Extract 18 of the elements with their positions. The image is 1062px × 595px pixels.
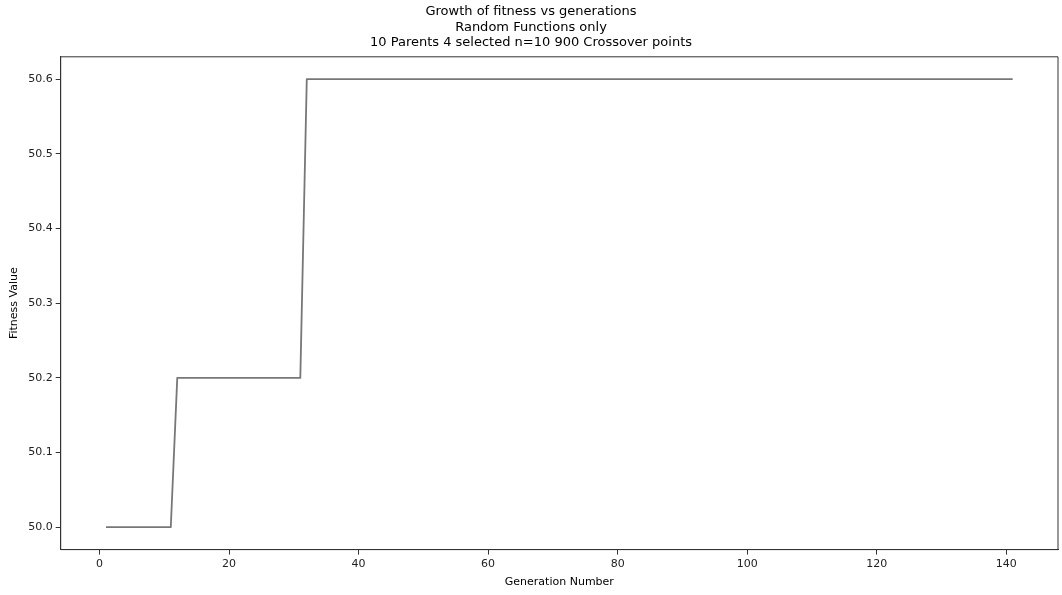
y-tick-label: 50.5 <box>28 146 53 160</box>
x-tick-label: 60 <box>481 557 496 571</box>
x-tick-label: 120 <box>866 557 888 571</box>
y-tick-label: 50.0 <box>28 520 53 534</box>
y-tick-label: 50.2 <box>28 370 53 384</box>
x-axis-title: Generation Number <box>504 575 615 589</box>
x-tick-label: 0 <box>96 557 104 571</box>
x-tick-label: 100 <box>736 557 758 571</box>
y-axis-title: Fitness Value <box>7 267 21 340</box>
x-tick-label: 20 <box>222 557 237 571</box>
y-tick-label: 50.6 <box>28 72 53 86</box>
y-tick-label: 50.1 <box>28 445 53 459</box>
x-tick-label: 140 <box>995 557 1017 571</box>
y-tick-label: 50.3 <box>28 296 53 310</box>
x-tick-label: 40 <box>351 557 366 571</box>
y-tick-label: 50.4 <box>28 221 53 235</box>
chart-title: Growth of fitness vs generations Random Functions only 10 Parents 4 selected n=10 900 Crossover points <box>369 3 693 50</box>
x-tick-label: 80 <box>610 557 625 571</box>
